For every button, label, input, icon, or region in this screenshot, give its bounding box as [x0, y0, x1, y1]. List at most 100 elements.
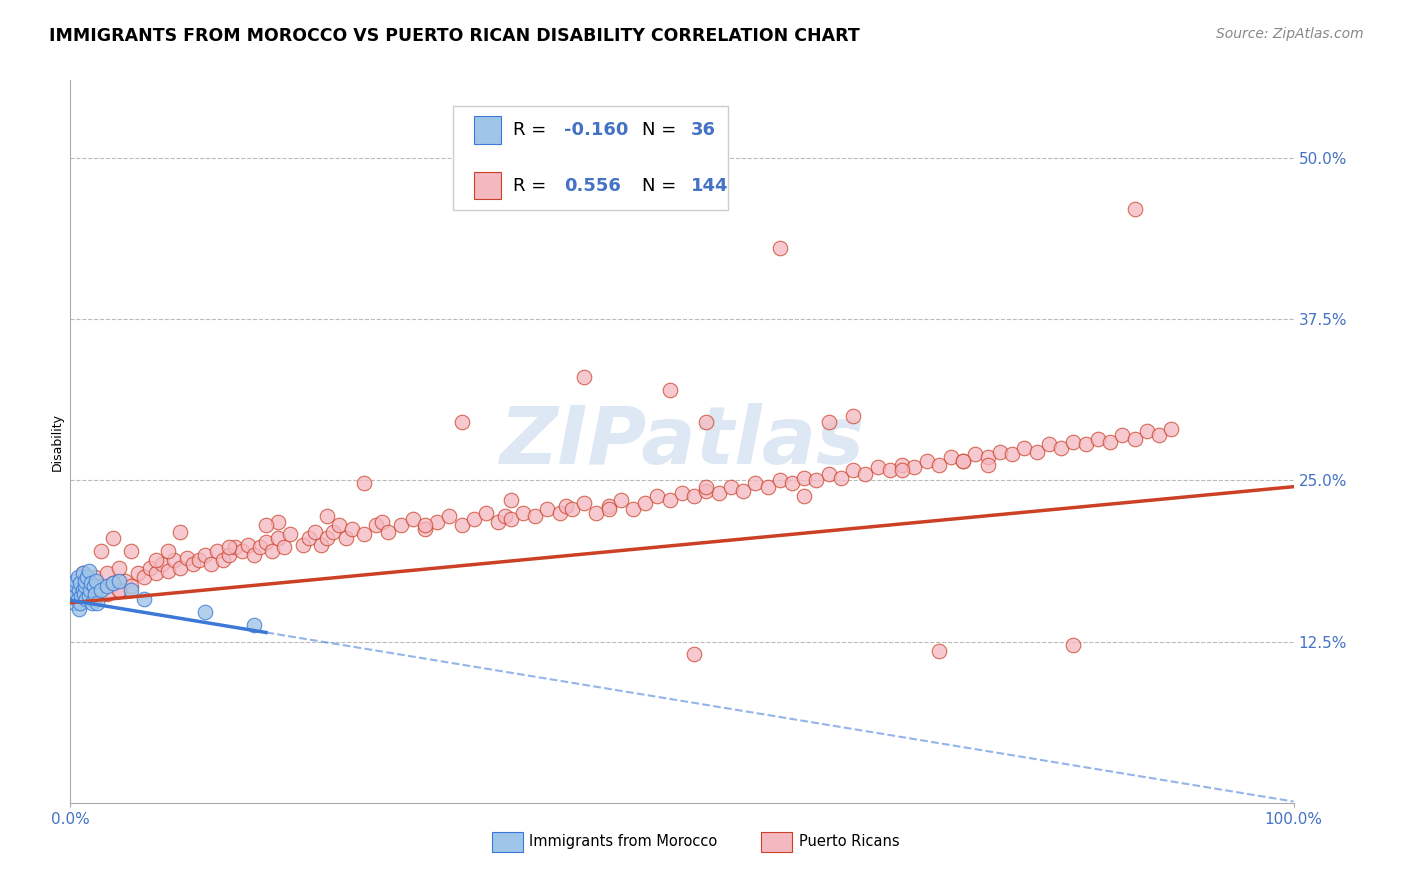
Point [65, 587, 87, 601]
Point [1123, 202, 1146, 217]
Point [73, 587, 96, 601]
Bar [492, 831, 523, 852]
Point [243, 617, 266, 632]
Y-axis label: Disability: Disability [51, 412, 63, 471]
Point [181, 557, 204, 571]
Point [80, 576, 103, 591]
Point [572, 370, 595, 384]
Point [634, 496, 657, 510]
Point [561, 501, 583, 516]
Point [1147, 428, 1170, 442]
Point [316, 509, 339, 524]
Point [231, 544, 253, 558]
Point [439, 509, 461, 524]
Point [309, 538, 332, 552]
Point [67, 582, 90, 597]
Point [524, 509, 547, 524]
Point [769, 241, 792, 255]
Point [707, 486, 730, 500]
Text: Immigrants from Morocco: Immigrants from Morocco [529, 834, 717, 849]
Point [463, 512, 485, 526]
Point [70, 590, 93, 604]
Point [371, 515, 394, 529]
Point [842, 463, 865, 477]
Point [891, 458, 914, 472]
Point [585, 506, 607, 520]
Point [157, 544, 180, 558]
Point [450, 518, 472, 533]
Point [150, 557, 173, 571]
Point [536, 501, 558, 516]
Point [1087, 432, 1109, 446]
Point [1001, 447, 1024, 461]
Point [72, 566, 94, 581]
Point [262, 544, 284, 558]
Point [830, 471, 852, 485]
Point [1050, 441, 1073, 455]
Point [77, 590, 100, 604]
Point [273, 541, 295, 555]
Point [806, 473, 828, 487]
Point [66, 570, 89, 584]
Point [658, 383, 681, 397]
Point [90, 582, 112, 597]
Point [96, 566, 118, 581]
Point [254, 518, 277, 533]
Bar [474, 172, 501, 200]
Point [976, 450, 998, 464]
Point [695, 415, 717, 429]
Point [928, 643, 950, 657]
Point [621, 501, 644, 516]
Point [76, 570, 98, 584]
Point [75, 591, 97, 606]
Point [163, 553, 186, 567]
Point [793, 471, 815, 485]
Point [598, 499, 620, 513]
Point [83, 579, 105, 593]
Point [291, 538, 314, 552]
Point [77, 564, 100, 578]
Point [340, 522, 363, 536]
Bar [762, 831, 792, 852]
Point [127, 566, 149, 581]
Point [426, 515, 449, 529]
Point [90, 579, 112, 593]
Point [879, 463, 901, 477]
Point [683, 489, 706, 503]
Point [402, 512, 425, 526]
Point [769, 473, 792, 487]
Point [169, 561, 191, 575]
Point [353, 527, 375, 541]
Point [280, 527, 302, 541]
Point [194, 605, 217, 619]
Point [1111, 428, 1133, 442]
Text: 36: 36 [690, 121, 716, 139]
Point [316, 531, 339, 545]
Text: ZIPatlas: ZIPatlas [499, 402, 865, 481]
Point [647, 489, 669, 503]
Point [1123, 432, 1146, 446]
Text: -0.160: -0.160 [564, 121, 628, 139]
Point [817, 415, 839, 429]
Point [83, 591, 105, 606]
Point [793, 489, 815, 503]
Point [63, 590, 86, 604]
Point [73, 579, 96, 593]
Point [79, 582, 101, 597]
Point [205, 544, 228, 558]
Point [855, 467, 877, 481]
Point [108, 574, 131, 588]
Point [756, 480, 779, 494]
Point [101, 576, 124, 591]
Point [328, 518, 350, 533]
Point [121, 582, 143, 597]
Point [952, 454, 974, 468]
Point [1074, 437, 1097, 451]
Point [1025, 445, 1047, 459]
Point [132, 591, 155, 606]
Point [939, 450, 962, 464]
Point [671, 486, 693, 500]
Point [72, 566, 94, 581]
Bar [474, 116, 501, 144]
Point [744, 475, 766, 490]
